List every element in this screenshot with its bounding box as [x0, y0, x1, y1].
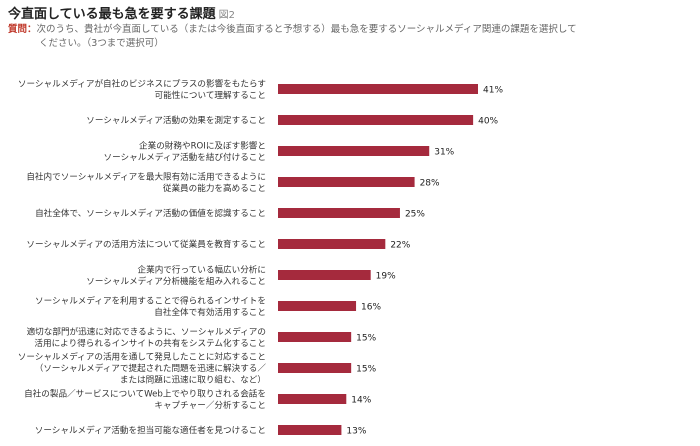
- bar-3: [278, 146, 430, 156]
- category-label-7-line-2: ソーシャルメディア分析機能を組み入れること: [86, 275, 266, 287]
- question-text: 質問：次のうち、貴社が今直面している（または今後直面すると予想する）最も急を要す…: [8, 23, 577, 51]
- bar-1: [278, 84, 478, 94]
- category-label-1-line-1: ソーシャルメディアが自社のビジネスにプラスの影響をもたらす: [18, 77, 266, 89]
- value-label-8: 16%: [361, 303, 381, 313]
- question-line-2: ください。（3つまで選択可）: [39, 38, 164, 49]
- category-label-11-line-2: キャプチャー／分析すること: [154, 399, 266, 411]
- bar-8: [278, 301, 357, 311]
- category-label-7-line-1: 企業内で行っている幅広い分析に: [138, 263, 266, 275]
- category-label-8-line-2: 自社全体で有効活用すること: [154, 306, 266, 318]
- category-label-10-line-3: または問題に迅速に取り組む、など）: [120, 374, 266, 386]
- category-label-8-line-1: ソーシャルメディアを利用することで得られるインサイトを: [35, 294, 266, 306]
- value-label-3: 31%: [434, 148, 454, 158]
- category-label-4-line-2: 従業員の能力を高めること: [163, 182, 266, 194]
- value-label-6: 22%: [390, 241, 410, 251]
- chart-title-text: 今直面している最も急を要する課題: [8, 7, 216, 22]
- category-label-10-line-1: ソーシャルメディアの活用を通して発見したことに対応すること: [18, 351, 266, 363]
- category-label-12-line-1: ソーシャルメディア活動を担当可能な適任者を見つけること: [35, 424, 266, 436]
- bar-11: [278, 394, 347, 404]
- value-label-4: 28%: [420, 179, 440, 189]
- bar-4: [278, 177, 415, 187]
- category-label-9-line-2: 活用により得られるインサイトの共有をシステム化すること: [34, 337, 266, 349]
- question-line-1: 次のうち、貴社が今直面している（または今後直面すると予想する）最も急を要するソー…: [36, 24, 577, 35]
- category-label-4-line-1: 自社内でソーシャルメディアを最大限有効に活用できるように: [26, 170, 266, 182]
- bar-12: [278, 425, 342, 435]
- bar-6: [278, 239, 386, 249]
- category-label-11-line-1: 自社の製品／サービスについてWeb上でやり取りされる会話を: [24, 387, 266, 399]
- question-label: 質問：: [8, 24, 37, 35]
- bar-2: [278, 115, 474, 125]
- value-label-10: 15%: [356, 365, 376, 375]
- value-label-11: 14%: [351, 396, 371, 406]
- value-label-2: 40%: [478, 117, 498, 127]
- value-label-7: 19%: [376, 272, 396, 282]
- category-label-5-line-1: 自社全体で、ソーシャルメディア活動の価値を認識すること: [35, 207, 266, 219]
- category-label-3-line-2: ソーシャルメディア活動を結び付けること: [103, 151, 266, 163]
- value-label-1: 41%: [483, 86, 503, 96]
- category-label-10-line-2: （ソーシャルメディアで提起された問題を迅速に解決する／: [35, 362, 267, 374]
- bar-5: [278, 208, 400, 218]
- category-label-9-line-1: 適切な部門が迅速に対応できるように、ソーシャルメディアの: [27, 325, 266, 337]
- bar-7: [278, 270, 371, 280]
- figure-number: 図2: [218, 10, 235, 21]
- value-label-9: 15%: [356, 334, 376, 344]
- bar-9: [278, 332, 352, 342]
- category-label-1-line-2: 可能性について理解すること: [155, 89, 266, 101]
- category-label-2-line-1: ソーシャルメディア活動の効果を測定すること: [86, 114, 266, 126]
- category-label-6-line-1: ソーシャルメディアの活用方法について従業員を教育すること: [26, 238, 266, 250]
- value-label-5: 25%: [405, 210, 425, 220]
- bar-10: [278, 363, 352, 373]
- chart-title: 今直面している最も急を要する課題 図2: [8, 3, 235, 22]
- value-label-12: 13%: [346, 427, 366, 437]
- category-label-3-line-1: 企業の財務やROIに及ぼす影響と: [139, 139, 266, 151]
